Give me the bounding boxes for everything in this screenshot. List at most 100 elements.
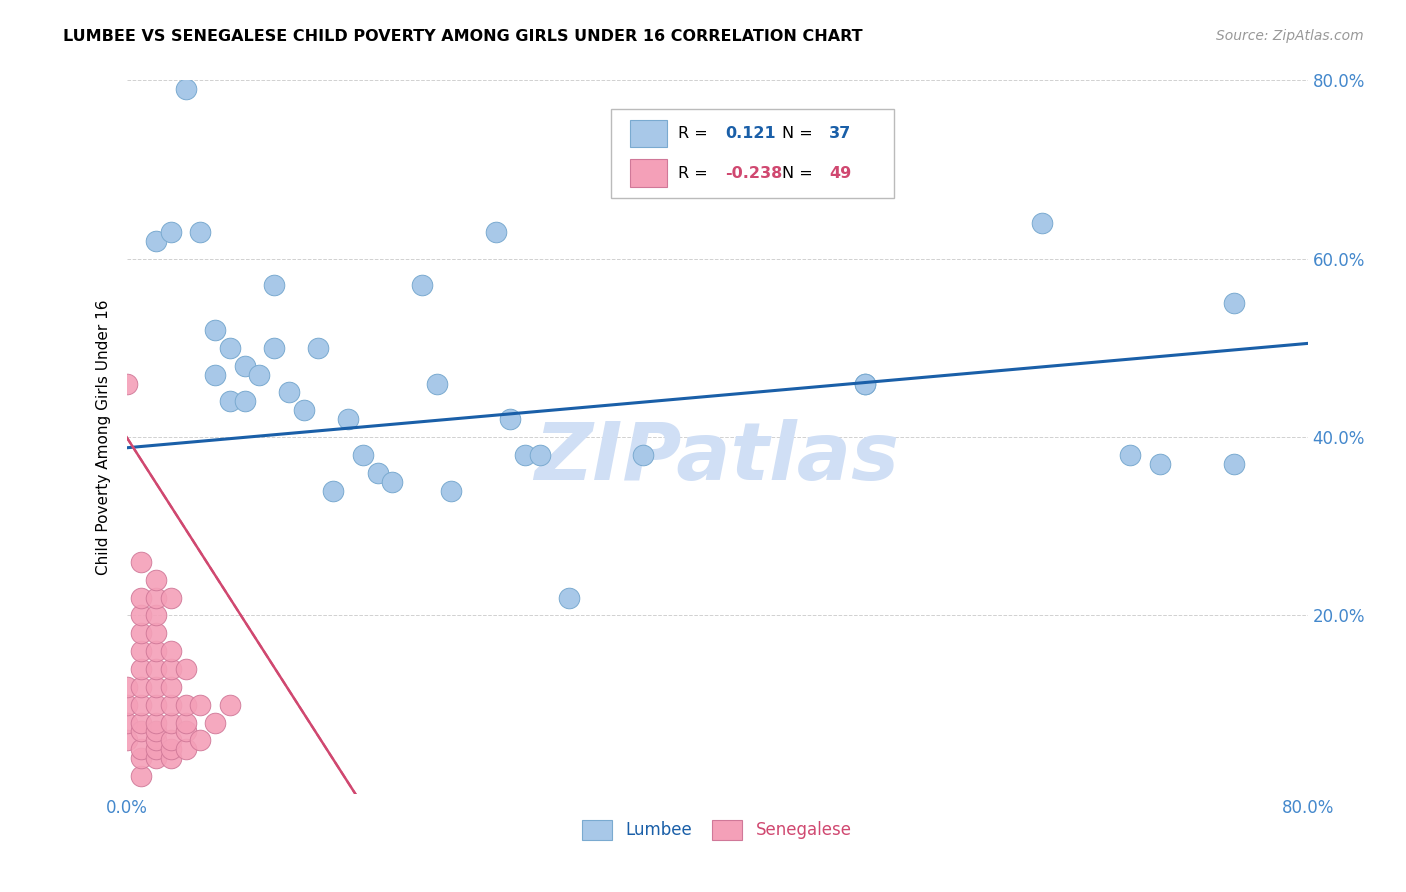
Point bbox=[160, 698, 183, 712]
Point bbox=[515, 448, 537, 462]
Point bbox=[263, 278, 285, 293]
Point bbox=[440, 483, 463, 498]
Point bbox=[425, 376, 447, 391]
Point bbox=[174, 662, 197, 676]
Point bbox=[115, 680, 138, 694]
Point bbox=[145, 742, 167, 756]
Point bbox=[129, 626, 153, 640]
Text: -0.238: -0.238 bbox=[725, 166, 783, 180]
Point bbox=[145, 573, 167, 587]
Y-axis label: Child Poverty Among Girls Under 16: Child Poverty Among Girls Under 16 bbox=[96, 300, 111, 574]
Point bbox=[160, 751, 183, 765]
Point bbox=[160, 644, 183, 658]
Point bbox=[160, 715, 183, 730]
Point bbox=[115, 698, 138, 712]
Point bbox=[499, 412, 522, 426]
FancyBboxPatch shape bbox=[630, 160, 668, 186]
Point bbox=[160, 733, 183, 747]
Point bbox=[160, 591, 183, 605]
FancyBboxPatch shape bbox=[630, 120, 668, 147]
Point bbox=[129, 724, 153, 739]
Point bbox=[129, 715, 153, 730]
Point bbox=[145, 680, 167, 694]
Point bbox=[292, 403, 315, 417]
Point bbox=[352, 448, 374, 462]
Point bbox=[484, 225, 508, 239]
Point bbox=[174, 715, 197, 730]
Point bbox=[145, 751, 167, 765]
Point bbox=[129, 644, 153, 658]
Point bbox=[160, 662, 183, 676]
Point bbox=[633, 448, 655, 462]
Point bbox=[219, 394, 242, 409]
Text: 0.121: 0.121 bbox=[725, 127, 776, 141]
Point bbox=[145, 608, 167, 623]
Point bbox=[145, 715, 167, 730]
Point bbox=[381, 475, 404, 489]
Point bbox=[129, 662, 153, 676]
Point bbox=[411, 278, 433, 293]
Text: LUMBEE VS SENEGALESE CHILD POVERTY AMONG GIRLS UNDER 16 CORRELATION CHART: LUMBEE VS SENEGALESE CHILD POVERTY AMONG… bbox=[63, 29, 863, 44]
Point bbox=[278, 385, 301, 400]
Legend: Lumbee, Senegalese: Lumbee, Senegalese bbox=[575, 814, 859, 847]
Point bbox=[853, 376, 876, 391]
Point bbox=[129, 742, 153, 756]
Point bbox=[160, 225, 183, 239]
Point bbox=[129, 591, 153, 605]
Text: R =: R = bbox=[678, 166, 713, 180]
Point bbox=[160, 742, 183, 756]
Point bbox=[145, 662, 167, 676]
Text: 37: 37 bbox=[830, 127, 852, 141]
Point bbox=[145, 724, 167, 739]
Point bbox=[204, 368, 226, 382]
Point bbox=[115, 376, 138, 391]
FancyBboxPatch shape bbox=[610, 109, 894, 198]
Point bbox=[145, 626, 167, 640]
Point bbox=[1119, 448, 1142, 462]
Point bbox=[1149, 457, 1171, 471]
Point bbox=[174, 698, 197, 712]
Point bbox=[204, 323, 226, 337]
Text: Source: ZipAtlas.com: Source: ZipAtlas.com bbox=[1216, 29, 1364, 43]
Point bbox=[174, 82, 197, 96]
Point bbox=[308, 341, 330, 355]
Text: N =: N = bbox=[782, 166, 818, 180]
Point bbox=[145, 234, 167, 248]
Point bbox=[1223, 296, 1246, 310]
Point bbox=[188, 733, 212, 747]
Point bbox=[853, 376, 876, 391]
Point bbox=[174, 742, 197, 756]
Point bbox=[145, 644, 167, 658]
Point bbox=[219, 698, 242, 712]
Point bbox=[145, 591, 167, 605]
Point bbox=[233, 359, 256, 373]
Point bbox=[129, 608, 153, 623]
Point bbox=[337, 412, 360, 426]
Text: N =: N = bbox=[782, 127, 818, 141]
Point bbox=[115, 715, 138, 730]
Point bbox=[1031, 216, 1053, 230]
Point bbox=[249, 368, 271, 382]
Point bbox=[188, 698, 212, 712]
Text: ZIPatlas: ZIPatlas bbox=[534, 419, 900, 498]
Point bbox=[160, 680, 183, 694]
Point bbox=[263, 341, 285, 355]
Point bbox=[129, 680, 153, 694]
Point bbox=[529, 448, 551, 462]
Point bbox=[367, 466, 389, 480]
Point bbox=[1223, 457, 1246, 471]
Point bbox=[129, 698, 153, 712]
Point bbox=[188, 225, 212, 239]
Point bbox=[219, 341, 242, 355]
Point bbox=[204, 715, 226, 730]
Point bbox=[558, 591, 581, 605]
Point bbox=[129, 769, 153, 783]
Point bbox=[145, 698, 167, 712]
Point bbox=[233, 394, 256, 409]
Text: 49: 49 bbox=[830, 166, 852, 180]
Point bbox=[322, 483, 344, 498]
Point bbox=[145, 733, 167, 747]
Point bbox=[129, 555, 153, 569]
Text: R =: R = bbox=[678, 127, 713, 141]
Point bbox=[174, 724, 197, 739]
